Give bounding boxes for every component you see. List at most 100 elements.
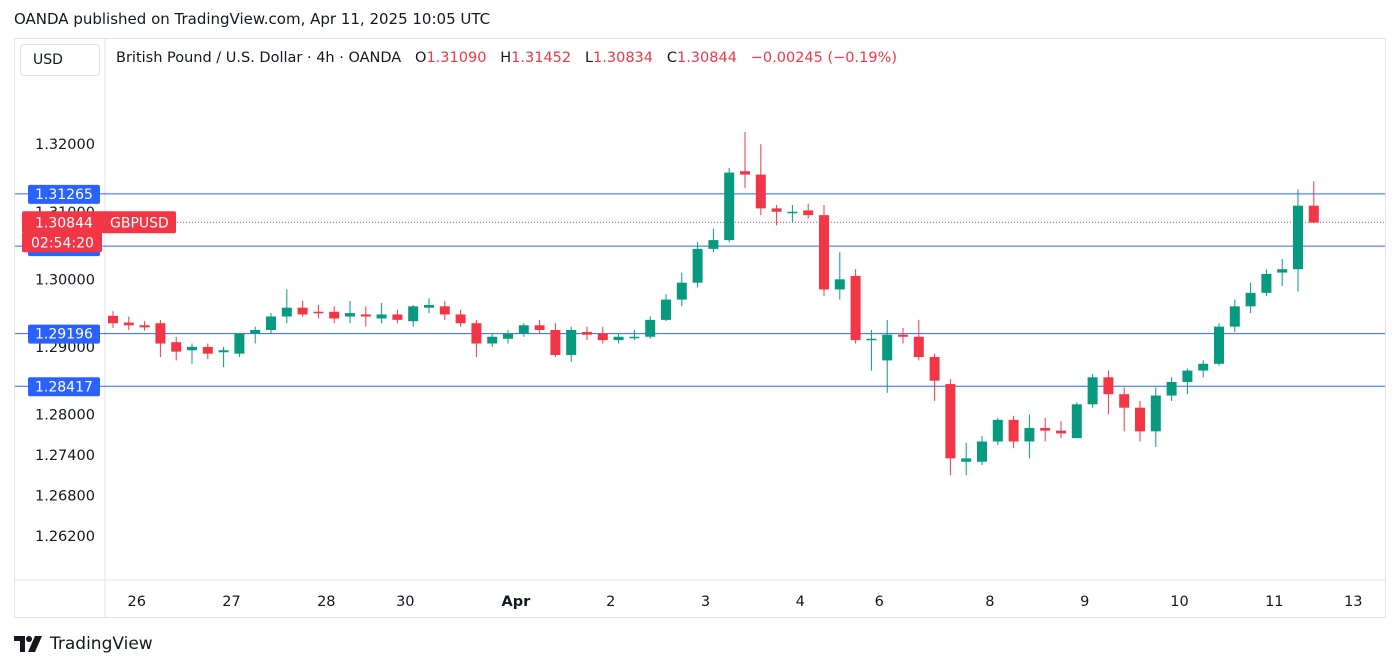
candle [819, 205, 829, 297]
candle-body [250, 330, 261, 334]
candle [1166, 377, 1177, 401]
candle [992, 417, 1003, 445]
time-tick-label: 27 [222, 594, 240, 610]
candle-body [281, 307, 292, 317]
candle [1198, 360, 1209, 378]
time-tick-label: 30 [396, 594, 414, 610]
candle-body [1087, 377, 1098, 405]
time-tick-label: 26 [127, 594, 145, 610]
candle [1261, 269, 1272, 297]
candle-body [1056, 430, 1066, 434]
candle [518, 323, 529, 337]
candle [882, 319, 893, 393]
candle-body [313, 311, 324, 314]
candle-body [961, 458, 972, 462]
time-tick-label: 28 [317, 594, 335, 610]
candle-body [898, 334, 908, 337]
price-badge-label: 1.31265 [35, 187, 93, 203]
candle [1293, 189, 1303, 292]
candle-body [408, 306, 419, 322]
price-badge: 1.28417 [28, 377, 100, 397]
candle [850, 269, 861, 344]
candle-body [424, 305, 434, 308]
candle [834, 252, 845, 300]
candle [929, 353, 940, 401]
candle [1308, 181, 1319, 224]
candle [376, 302, 387, 324]
candle-body [1182, 370, 1193, 383]
candle-body [266, 316, 276, 330]
candle [266, 313, 276, 334]
candle [1008, 415, 1019, 449]
low-label: L [584, 50, 594, 66]
candle [898, 327, 908, 344]
publish-caption: OANDA published on TradingView.com, Apr … [14, 10, 491, 28]
candle [218, 346, 229, 368]
candle [139, 321, 150, 331]
time-tick-label: 10 [1170, 594, 1188, 610]
candle-body [1293, 205, 1303, 270]
candle-body [676, 282, 687, 300]
candle-body [1135, 407, 1145, 432]
price-badge-box [28, 377, 100, 397]
candle [155, 319, 166, 358]
candle-body [1198, 363, 1209, 371]
ohlc-legend: British Pound / U.S. Dollar · 4h · OANDA… [116, 50, 897, 66]
tradingview-logo[interactable]: TradingView [14, 632, 153, 656]
time-tick-label: 2 [606, 594, 615, 610]
candle-body [866, 338, 877, 341]
candle [1229, 299, 1240, 333]
candle-body [392, 314, 403, 320]
candle [771, 205, 782, 226]
candle-body [518, 325, 529, 334]
price-tick-label: 1.27400 [35, 448, 95, 464]
candle [345, 300, 355, 324]
time-tick-label: 6 [875, 594, 884, 610]
candle [392, 309, 403, 324]
candle-body [1166, 382, 1177, 396]
candle-body [1261, 273, 1272, 293]
candle-body [376, 314, 387, 319]
candle-body [171, 342, 182, 352]
candle-body [819, 215, 829, 290]
candle [360, 306, 371, 327]
candle-body [1071, 404, 1082, 439]
candles [108, 132, 1319, 476]
candle-body [882, 334, 893, 361]
time-tick-label: 8 [985, 594, 994, 610]
candle-body [1040, 427, 1051, 431]
currency-selector[interactable]: USD [20, 44, 100, 76]
countdown-box [22, 232, 102, 253]
candle-body [1277, 269, 1288, 273]
candle-body [645, 319, 656, 337]
current-price-box [22, 211, 176, 234]
time-tick-label: Apr [502, 594, 532, 610]
candle-body [1024, 427, 1035, 442]
candle [582, 326, 592, 341]
price-badge-label: 1.28417 [35, 379, 93, 395]
candle [123, 316, 134, 330]
candle-body [929, 357, 940, 381]
candle [424, 298, 434, 314]
candle [1087, 373, 1098, 408]
open-label: O [415, 50, 427, 66]
candle-body [550, 330, 561, 355]
candle-body [123, 322, 134, 326]
candle [1119, 387, 1130, 432]
current-price-label: 1.30844 [35, 215, 93, 231]
candle-body [202, 346, 213, 354]
candle [329, 306, 340, 324]
candle [961, 442, 972, 476]
candle [455, 309, 466, 327]
candle-body [471, 323, 482, 344]
candle [740, 132, 750, 189]
candle [408, 305, 419, 327]
candle-body [740, 171, 750, 175]
candle [708, 228, 719, 253]
candle [597, 326, 608, 344]
candle [534, 319, 545, 334]
symbol-tag-label: GBPUSD [110, 215, 169, 231]
candle [1245, 282, 1256, 314]
time-tick-label: 4 [796, 594, 805, 610]
